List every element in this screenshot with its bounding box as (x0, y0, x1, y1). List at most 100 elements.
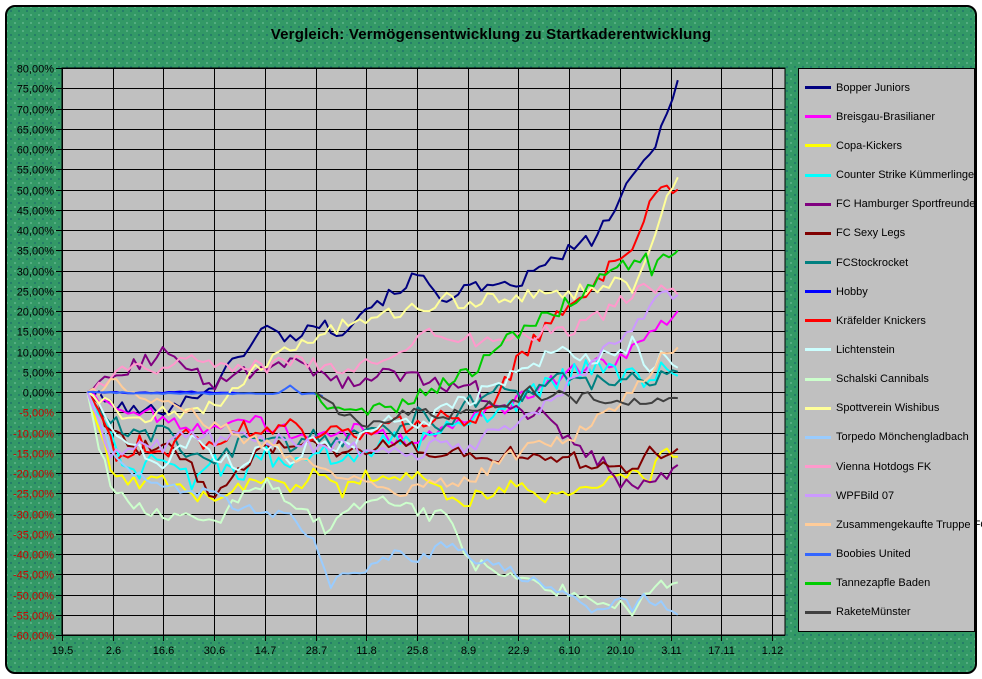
y-tick-label: -35,00% (13, 530, 54, 542)
x-tick-label: 6.10 (559, 645, 580, 657)
legend-item[interactable]: Copa-Kickers (805, 135, 974, 157)
y-tick-label: 30,00% (17, 267, 55, 279)
x-tick-label: 16.6 (153, 645, 174, 657)
legend-label: Lichtenstein (836, 343, 895, 356)
legend-label: Boobies United (836, 548, 911, 561)
legend-item[interactable]: Bopper Juniors (805, 77, 974, 99)
y-tick-label: 40,00% (17, 226, 55, 238)
y-tick-label: 55,00% (17, 165, 55, 177)
legend-swatch (805, 261, 831, 265)
series-lines (86, 79, 679, 617)
legend-item[interactable]: Spottverein Wishibus (805, 397, 974, 419)
legend-label: Schalski Cannibals (836, 373, 929, 386)
legend-label: RaketeMünster (836, 606, 911, 619)
series-line-wpfbild-07 (86, 290, 679, 461)
y-tick-label: -25,00% (13, 489, 54, 501)
series-line-raketem-nster (314, 385, 678, 428)
legend-item[interactable]: Kräfelder Knickers (805, 310, 974, 332)
y-tick-label: 65,00% (17, 125, 55, 137)
legend-label: Torpedo Mönchengladbach (836, 431, 969, 444)
y-tick-label: 50,00% (17, 186, 55, 198)
series-line-boobies-united (87, 384, 324, 398)
legend-swatch (805, 377, 831, 381)
x-tick-label: 19.5 (52, 645, 73, 657)
series-line-spottverein-wishibus (86, 176, 679, 424)
legend-label: Zusammengekaufte Truppe FC (836, 518, 982, 531)
legend-swatch (805, 231, 831, 235)
legend-item[interactable]: Zusammengekaufte Truppe FC (805, 514, 982, 536)
series-line-fcstockrocket (86, 369, 679, 465)
y-tick-label: -15,00% (13, 449, 54, 461)
legend-swatch (805, 86, 831, 90)
legend-item[interactable]: Counter Strike Kümmerlinge (805, 164, 974, 186)
legend-label: Bopper Juniors (836, 81, 910, 94)
y-tick-label: -40,00% (13, 550, 54, 562)
legend-label: Spottverein Wishibus (836, 402, 940, 415)
y-tick-label: 35,00% (17, 246, 55, 258)
y-tick-label: 0,00% (23, 388, 54, 400)
legend-item[interactable]: Boobies United (805, 543, 974, 565)
series-line-bopper-juniors (86, 79, 679, 416)
y-tick-label: 70,00% (17, 105, 55, 117)
y-tick-label: -55,00% (13, 611, 54, 623)
legend-item[interactable]: Schalski Cannibals (805, 368, 974, 390)
y-tick-label: 80,00% (17, 64, 55, 76)
x-tick-label: 2.6 (106, 645, 121, 657)
legend-item[interactable]: Lichtenstein (805, 339, 974, 361)
legend-item[interactable]: Vienna Hotdogs FK (805, 456, 974, 478)
legend-swatch (805, 173, 831, 177)
x-tick-label: 14.7 (255, 645, 276, 657)
x-tick-label: 3.11 (661, 645, 682, 657)
x-tick-label: 30.6 (204, 645, 225, 657)
legend-label: Vienna Hotdogs FK (836, 460, 932, 473)
y-tick-label: -5,00% (19, 408, 54, 420)
legend-item[interactable]: Breisgau-Brasilianer (805, 106, 974, 128)
legend-swatch (805, 115, 831, 119)
y-tick-label: 75,00% (17, 84, 55, 96)
legend-label: Copa-Kickers (836, 139, 903, 152)
y-tick-label: 60,00% (17, 145, 55, 157)
legend-item[interactable]: FC Sexy Legs (805, 222, 974, 244)
series-line-fc-hamburger-sportfreunde (86, 346, 679, 490)
legend-item[interactable]: Torpedo Mönchengladbach (805, 426, 974, 448)
legend-item[interactable]: RaketeMünster (805, 601, 974, 623)
y-tick-label: -45,00% (13, 570, 54, 582)
legend-swatch (805, 144, 831, 148)
x-tick-label: 8.9 (461, 645, 476, 657)
x-tick-label: 22.9 (508, 645, 529, 657)
legend-item[interactable]: FCStockrocket (805, 252, 974, 274)
legend-swatch (805, 406, 831, 410)
y-tick-label: 10,00% (17, 348, 55, 360)
chart-legend: Bopper Juniors Breisgau-Brasilianer Copa-K… (798, 68, 982, 632)
legend-item[interactable]: Hobby (805, 281, 974, 303)
legend-swatch (805, 348, 831, 352)
legend-label: WPFBild 07 (836, 489, 895, 502)
x-tick-label: 28.7 (306, 645, 327, 657)
y-tick-label: 25,00% (17, 287, 55, 299)
series-line-breisgau-brasilianer (87, 310, 679, 447)
legend-label: Counter Strike Kümmerlinge (836, 169, 975, 182)
legend-label: Breisgau-Brasilianer (836, 110, 936, 123)
y-tick-label: 15,00% (17, 327, 55, 339)
y-tick-label: -50,00% (13, 591, 54, 603)
series-line-tannezapfle-baden (314, 249, 679, 416)
legend-swatch (805, 610, 831, 614)
legend-item[interactable]: FC Hamburger Sportfreunde (805, 193, 975, 215)
y-tick-label: 20,00% (17, 307, 55, 319)
legend-swatch (805, 552, 831, 556)
y-tick-label: -10,00% (13, 429, 54, 441)
legend-swatch (805, 319, 831, 323)
legend-swatch (805, 581, 831, 585)
legend-label: FC Sexy Legs (836, 227, 906, 240)
legend-item[interactable]: Tannezapfle Baden (805, 572, 974, 594)
y-tick-label: 45,00% (17, 206, 55, 218)
x-tick-label: 25.8 (407, 645, 428, 657)
chart-title: Vergleich: Vermögensentwicklung zu Start… (270, 26, 712, 43)
legend-item[interactable]: WPFBild 07 (805, 485, 974, 507)
legend-swatch (805, 435, 831, 439)
legend-label: FCStockrocket (836, 256, 909, 269)
legend-label: Kräfelder Knickers (836, 314, 926, 327)
x-tick-label: 20.10 (607, 645, 635, 657)
